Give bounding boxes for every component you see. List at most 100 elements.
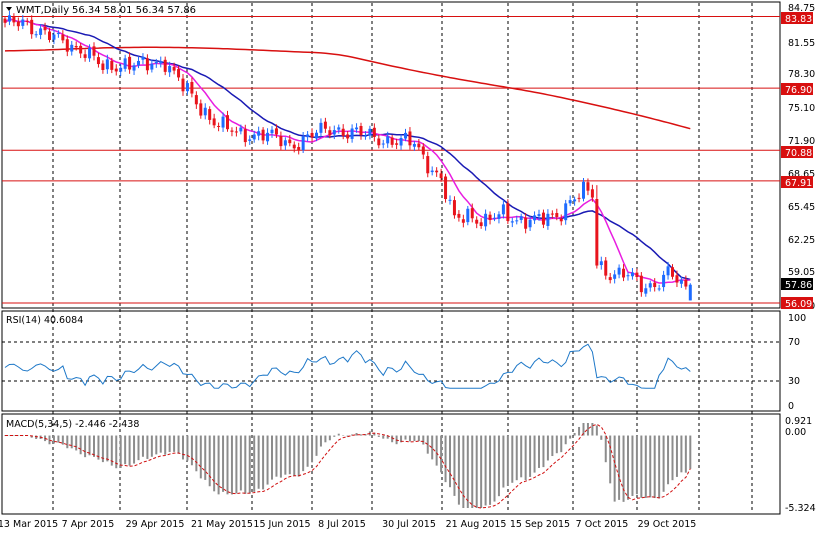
candle-body xyxy=(257,131,261,136)
macd-bar xyxy=(141,435,144,457)
macd-bar xyxy=(555,435,558,454)
price-tick: 78.30 xyxy=(788,69,815,80)
candle-body xyxy=(599,261,603,266)
candle-body xyxy=(604,260,608,276)
macd-bar xyxy=(497,435,500,497)
price-tick: 59.05 xyxy=(788,267,815,278)
macd-bar xyxy=(662,435,665,492)
level-tag-label: 56.09 xyxy=(785,299,812,310)
macd-bar xyxy=(635,435,638,495)
candle-body xyxy=(666,266,670,276)
macd-panel-frame xyxy=(1,413,781,515)
candle-body xyxy=(617,267,621,275)
macd-bar xyxy=(30,435,33,438)
candle-body xyxy=(137,60,140,66)
candle-body xyxy=(341,128,345,136)
macd-bar xyxy=(480,435,483,508)
candle-body xyxy=(475,219,479,224)
macd-bar xyxy=(204,435,207,480)
candle-body xyxy=(39,28,43,35)
candle-body xyxy=(408,131,412,146)
date-label: 7 Apr 2015 xyxy=(62,519,115,530)
macd-bar xyxy=(506,435,509,486)
candle-body xyxy=(568,200,572,204)
price-tick: 71.90 xyxy=(788,136,815,147)
dropdown-triangle-icon[interactable] xyxy=(6,7,12,11)
candle-body xyxy=(573,199,577,202)
macd-bar xyxy=(408,435,411,442)
price-tick: 65.45 xyxy=(788,202,815,213)
candle-body xyxy=(337,127,341,130)
macd-bar xyxy=(213,435,216,492)
macd-bar xyxy=(306,435,309,467)
rsi-tick: 0 xyxy=(788,401,794,412)
candle-body xyxy=(12,16,16,23)
candle-body xyxy=(644,288,648,294)
date-label: 8 Jul 2015 xyxy=(318,519,366,530)
candle-body xyxy=(234,131,238,133)
macd-bar xyxy=(658,435,661,499)
candle-body xyxy=(154,61,158,64)
macd-bar xyxy=(653,435,656,499)
candle-body xyxy=(310,132,314,138)
rsi-tick: 100 xyxy=(788,313,806,324)
macd-bar xyxy=(462,435,465,508)
candle-body xyxy=(199,103,203,116)
price-tick: 81.55 xyxy=(788,38,815,49)
candle-body xyxy=(7,15,11,22)
macd-bar xyxy=(578,426,581,436)
date-label: 30 Jul 2015 xyxy=(382,519,436,530)
candle-body xyxy=(226,115,229,130)
rsi-line xyxy=(4,343,691,389)
macd-bar xyxy=(75,435,78,451)
macd-bar xyxy=(511,435,514,483)
macd-bar xyxy=(604,435,607,463)
candle-body xyxy=(390,137,394,145)
rsi-series xyxy=(4,343,691,389)
macd-bar xyxy=(426,435,429,454)
macd-bar xyxy=(600,435,603,440)
candle-body xyxy=(239,127,243,132)
macd-bar xyxy=(315,435,318,456)
macd-bar xyxy=(431,435,434,460)
candle-body xyxy=(283,140,287,146)
candle-body xyxy=(114,68,118,72)
macd-bar xyxy=(382,435,385,439)
macd-bar xyxy=(284,435,287,475)
macd-bar xyxy=(493,435,496,502)
candle-body xyxy=(435,170,439,173)
horizontal-levels xyxy=(2,16,780,304)
candle-body xyxy=(546,213,550,226)
candle-body xyxy=(88,47,92,59)
macd-bar xyxy=(466,435,469,508)
candle-body xyxy=(61,34,65,41)
macd-axis: 0.921 0.00 -5.324 xyxy=(785,416,816,514)
candle-body xyxy=(48,31,51,40)
date-label: 13 Mar 2015 xyxy=(0,519,58,530)
macd-bar xyxy=(644,435,647,498)
date-label: 15 Sep 2015 xyxy=(510,519,570,530)
macd-bar xyxy=(386,435,389,439)
macd-bar xyxy=(627,435,629,500)
candle-body xyxy=(355,127,359,130)
macd-bar xyxy=(106,435,109,462)
candle-body xyxy=(395,143,399,145)
macd-bar xyxy=(133,435,136,464)
candle-body xyxy=(639,275,643,293)
macd-bar xyxy=(190,435,193,466)
macd-bar xyxy=(444,435,447,483)
macd-bar xyxy=(150,435,153,457)
macd-bar xyxy=(422,435,425,445)
candle-body xyxy=(372,127,376,137)
candle-body xyxy=(506,203,510,221)
macd-bar xyxy=(351,434,354,436)
macd-bar xyxy=(35,435,38,439)
macd-bar xyxy=(667,435,670,485)
macd-tick: 0.00 xyxy=(785,427,806,438)
candle-body xyxy=(119,67,123,72)
macd-bar xyxy=(248,435,251,494)
candle-body xyxy=(648,283,652,288)
candle-body xyxy=(105,59,109,70)
macd-bar xyxy=(355,433,358,436)
candle-body xyxy=(217,125,221,127)
